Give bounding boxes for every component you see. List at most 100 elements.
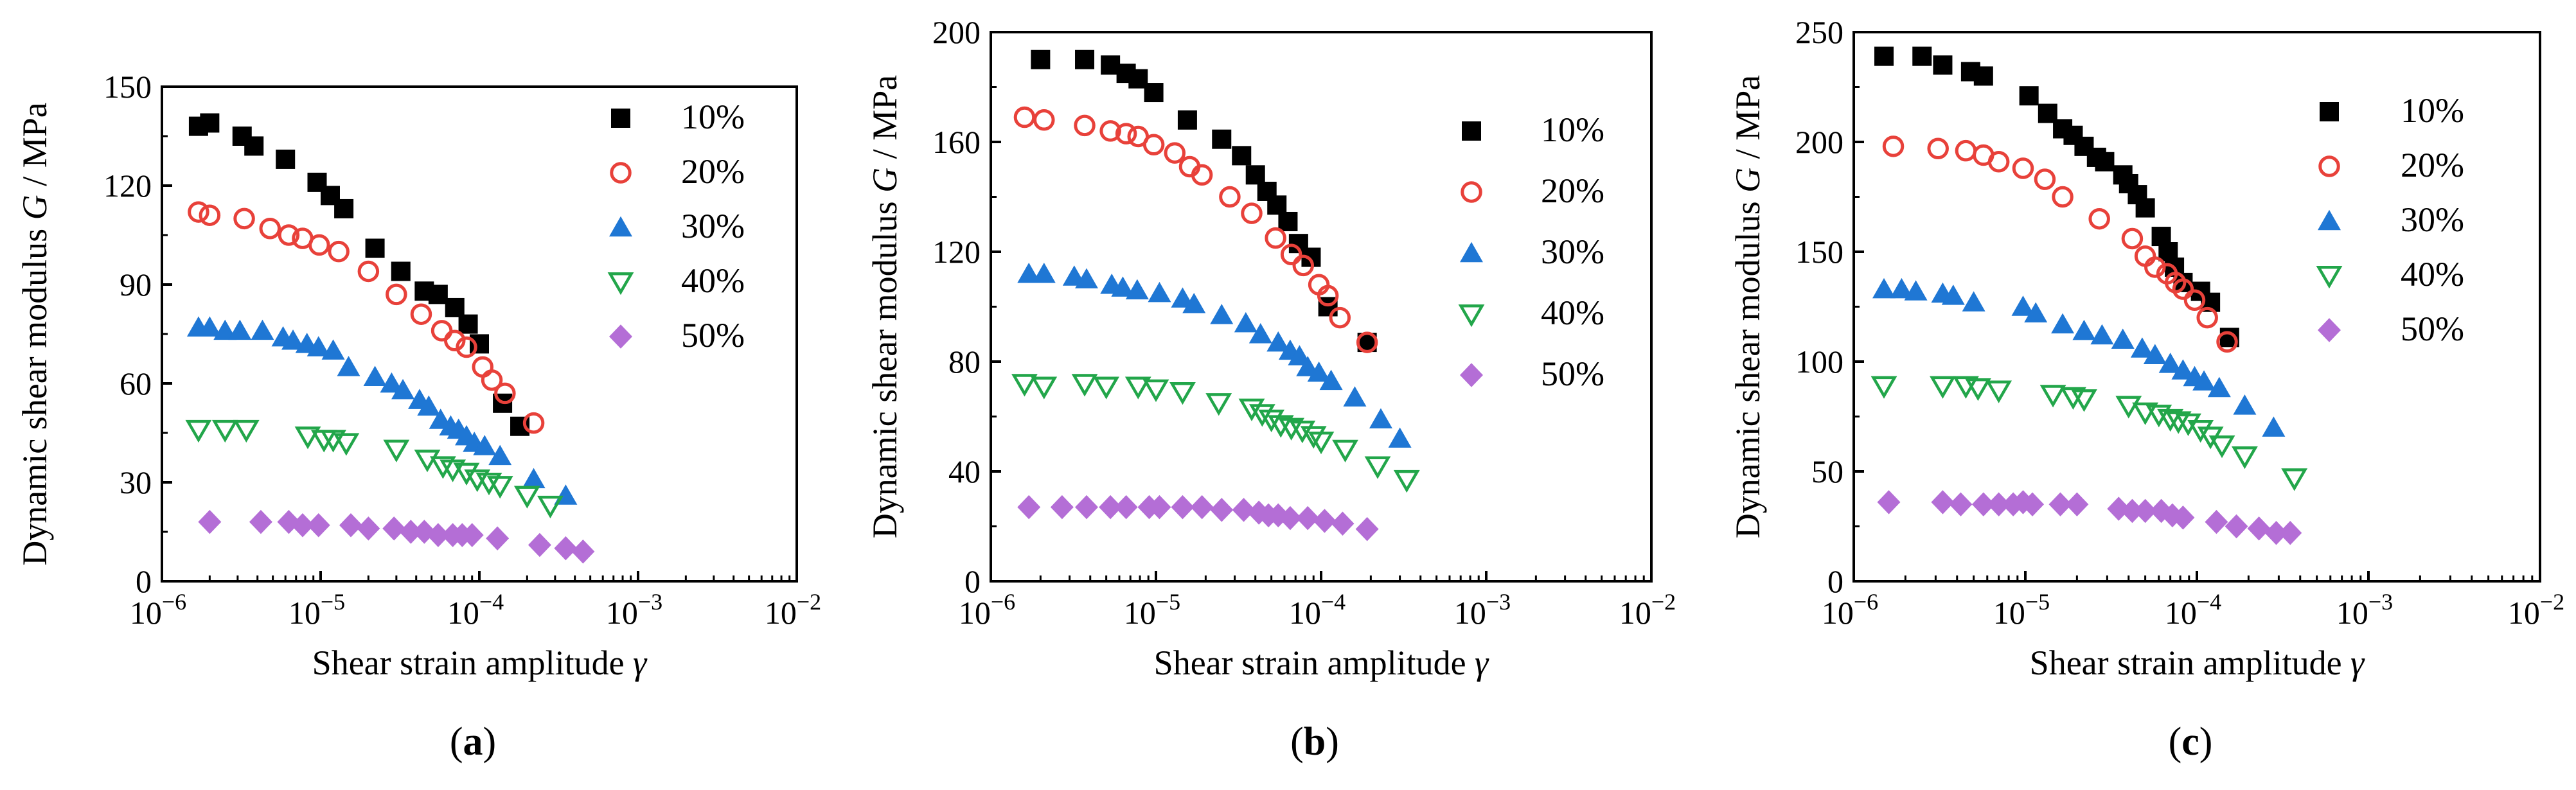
- data-point: [1364, 456, 1391, 479]
- legend-label: 40%: [2401, 255, 2464, 294]
- data-point: [1930, 376, 1956, 399]
- data-point: [233, 207, 255, 230]
- data-point: [456, 336, 477, 358]
- data-point: [1011, 374, 1038, 397]
- legend-marker: [609, 324, 632, 349]
- y-axis-label: Dynamic shear modulus G / MPa: [1728, 75, 1767, 538]
- x-axis-ticks: 10−6 10−5 10−4 10−3 10−2: [959, 571, 1676, 631]
- legend-label: 20%: [681, 152, 745, 191]
- chart-panel-a: 0 30 60 90 120 150 10−6 10−5 10−4 10−3 10−2 Shear s…: [15, 69, 821, 764]
- series-10%: [1031, 49, 1377, 353]
- data-point: [410, 303, 432, 325]
- x-tick-label: 10−6: [959, 589, 1015, 631]
- legend-item: 20%: [1461, 171, 1604, 210]
- data-point: [1017, 262, 1041, 283]
- data-point: [1191, 164, 1213, 186]
- data-point: [211, 419, 238, 443]
- data-point: [2011, 295, 2035, 316]
- legend-item: 50%: [609, 316, 745, 355]
- data-point: [431, 320, 453, 342]
- data-point: [1032, 262, 1056, 283]
- data-point: [1074, 114, 1096, 137]
- data-point: [251, 319, 274, 340]
- data-point: [2019, 86, 2039, 106]
- y-axis-label: Dynamic shear modulus G / MPa: [866, 75, 904, 538]
- data-point: [1355, 517, 1379, 541]
- data-point: [2157, 408, 2184, 432]
- data-point: [2187, 420, 2214, 443]
- data-point: [2281, 468, 2308, 491]
- data-point: [2183, 289, 2206, 311]
- data-point: [2132, 402, 2159, 425]
- data-point: [2216, 331, 2238, 353]
- panel-label: (c): [2169, 720, 2213, 764]
- data-point: [1307, 361, 1331, 382]
- legend-marker: [1462, 121, 1481, 141]
- data-point: [380, 372, 404, 393]
- data-point: [2051, 313, 2075, 334]
- x-tick-label: 10−3: [606, 589, 662, 631]
- data-point: [1238, 398, 1265, 421]
- data-point: [2247, 516, 2271, 541]
- data-point: [1124, 376, 1151, 399]
- data-point: [1973, 66, 1993, 86]
- data-point: [1289, 420, 1316, 444]
- y-tick-label: 60: [120, 365, 152, 401]
- data-point: [2144, 256, 2166, 278]
- data-points: [1011, 49, 1420, 541]
- data-point: [1093, 376, 1120, 399]
- data-point: [259, 217, 281, 240]
- data-point: [2039, 385, 2066, 408]
- y-tick-label: 80: [948, 344, 981, 380]
- legend-marker: [609, 216, 632, 237]
- data-point: [1877, 490, 1901, 514]
- data-point: [2207, 376, 2231, 398]
- legend: 10% 20% 30% 40% 50%: [607, 98, 745, 355]
- legend-item: 30%: [609, 207, 745, 245]
- data-points: [185, 113, 595, 564]
- x-axis-ticks: 10−6 10−5 10−4 10−3 10−2: [1822, 571, 2564, 631]
- x-tick-label: 10−2: [1619, 589, 1676, 631]
- data-point: [1931, 490, 1955, 514]
- legend-item: 40%: [607, 261, 745, 300]
- series-50%: [1877, 490, 2302, 545]
- data-point: [382, 516, 406, 541]
- y-tick-label: 250: [1795, 14, 1843, 50]
- data-point: [2158, 353, 2182, 373]
- data-point: [481, 369, 503, 391]
- y-tick-label: 100: [1795, 344, 1843, 380]
- data-point: [522, 412, 545, 434]
- data-point: [2208, 435, 2235, 459]
- data-point: [2264, 521, 2288, 545]
- data-point: [1115, 123, 1137, 145]
- data-point: [276, 149, 296, 169]
- data-point: [233, 419, 260, 443]
- data-point: [1985, 380, 2012, 403]
- data-point: [473, 435, 497, 455]
- data-point: [1031, 376, 1058, 399]
- y-tick-label: 50: [1811, 453, 1843, 489]
- legend-item: 50%: [1460, 355, 1604, 393]
- y-axis-ticks: 0 40 80 120 160 200: [932, 14, 1001, 599]
- y-tick-label: 120: [932, 234, 981, 270]
- data-point: [428, 285, 448, 304]
- legend-label: 50%: [681, 316, 745, 355]
- data-point: [399, 520, 423, 544]
- data-point: [2120, 498, 2144, 523]
- data-point: [333, 433, 360, 456]
- data-point: [1111, 276, 1135, 297]
- x-axis-label: Shear strain amplitude γ: [1154, 644, 1489, 682]
- x-tick-label: 10−2: [2508, 589, 2564, 631]
- data-point: [494, 382, 516, 405]
- data-point: [2012, 157, 2034, 179]
- data-point: [213, 319, 237, 340]
- data-point: [2111, 328, 2135, 349]
- data-point: [198, 509, 222, 534]
- legend-item: 10%: [1462, 110, 1604, 149]
- data-point: [357, 516, 380, 541]
- legend-label: 40%: [681, 261, 745, 300]
- legend-marker: [2318, 155, 2340, 177]
- series-30%: [1872, 277, 2286, 437]
- data-point: [1075, 268, 1099, 288]
- legend-item: 20%: [610, 152, 745, 191]
